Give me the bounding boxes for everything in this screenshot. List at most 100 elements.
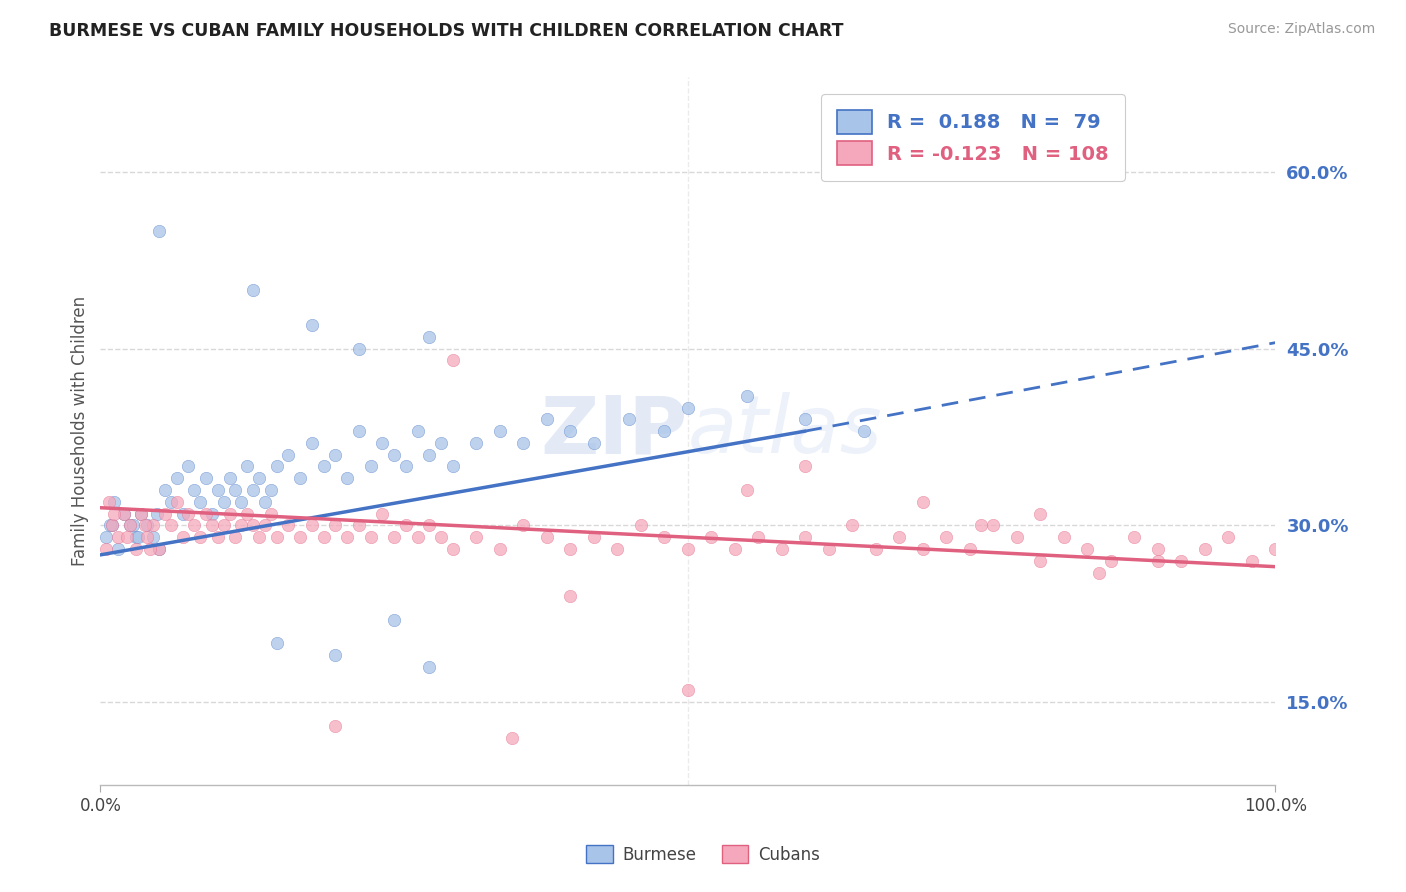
Point (177, 507, 200, 521)
Point (512, 518, 534, 533)
Point (148, 541, 170, 556)
Point (138, 541, 160, 556)
Point (145, 507, 167, 521)
Point (441, 459, 464, 474)
Point (153, 483, 176, 497)
Point (136, 518, 159, 533)
Point (323, 448, 346, 462)
Point (112, 507, 135, 521)
Point (1029, 507, 1052, 521)
Point (841, 518, 863, 533)
Point (1029, 554, 1052, 568)
Point (188, 495, 211, 509)
Point (981, 518, 1004, 533)
Text: Source: ZipAtlas.com: Source: ZipAtlas.com (1227, 22, 1375, 37)
Point (1218, 530, 1240, 544)
Point (201, 518, 224, 533)
Point (118, 518, 141, 533)
Point (312, 530, 335, 544)
Point (236, 459, 259, 474)
Point (676, 683, 699, 698)
Point (735, 389, 758, 403)
Point (288, 530, 311, 544)
Point (260, 483, 283, 497)
Point (266, 459, 288, 474)
Point (794, 412, 817, 426)
Point (889, 530, 911, 544)
Point (136, 530, 159, 544)
Point (560, 589, 582, 603)
Point (148, 224, 170, 238)
Point (970, 518, 993, 533)
Point (96, 530, 118, 544)
Point (103, 507, 125, 521)
Point (652, 424, 675, 438)
Point (501, 731, 523, 745)
Point (465, 436, 488, 450)
Point (724, 541, 747, 556)
Point (142, 518, 165, 533)
Point (142, 530, 165, 544)
Point (134, 518, 156, 533)
Point (183, 518, 205, 533)
Point (231, 518, 253, 533)
Point (747, 530, 769, 544)
Point (512, 436, 534, 450)
Point (188, 530, 211, 544)
Point (382, 448, 405, 462)
Point (131, 507, 153, 521)
Point (107, 541, 129, 556)
Point (1146, 541, 1168, 556)
Point (98, 518, 121, 533)
Point (430, 530, 453, 544)
Point (536, 412, 558, 426)
Point (301, 436, 323, 450)
Point (371, 436, 394, 450)
Point (101, 518, 124, 533)
Point (441, 541, 464, 556)
Point (242, 283, 264, 297)
Point (360, 459, 382, 474)
Point (488, 424, 510, 438)
Point (347, 424, 370, 438)
Point (430, 436, 453, 450)
Point (253, 495, 276, 509)
Point (735, 483, 758, 497)
Point (195, 471, 218, 485)
Point (336, 530, 359, 544)
Point (207, 530, 229, 544)
Point (911, 495, 934, 509)
Point (177, 459, 200, 474)
Point (418, 330, 440, 344)
Point (201, 507, 224, 521)
Point (160, 518, 183, 533)
Point (865, 541, 887, 556)
Point (1146, 554, 1168, 568)
Point (652, 530, 675, 544)
Point (160, 495, 183, 509)
Point (277, 518, 299, 533)
Point (1264, 541, 1286, 556)
Point (1194, 541, 1216, 556)
Point (148, 541, 170, 556)
Point (406, 530, 429, 544)
Point (360, 530, 382, 544)
Point (794, 459, 817, 474)
Point (266, 636, 288, 650)
Point (488, 541, 510, 556)
Point (395, 518, 418, 533)
Point (617, 412, 640, 426)
Point (212, 495, 235, 509)
Text: atlas: atlas (688, 392, 883, 470)
Point (97, 495, 120, 509)
Point (207, 483, 229, 497)
Point (1123, 530, 1146, 544)
Point (959, 541, 981, 556)
Point (277, 448, 299, 462)
Point (935, 530, 957, 544)
Point (301, 518, 323, 533)
Point (247, 530, 270, 544)
Text: BURMESE VS CUBAN FAMILY HOUSEHOLDS WITH CHILDREN CORRELATION CHART: BURMESE VS CUBAN FAMILY HOUSEHOLDS WITH … (49, 22, 844, 40)
Point (166, 495, 188, 509)
Point (242, 518, 264, 533)
